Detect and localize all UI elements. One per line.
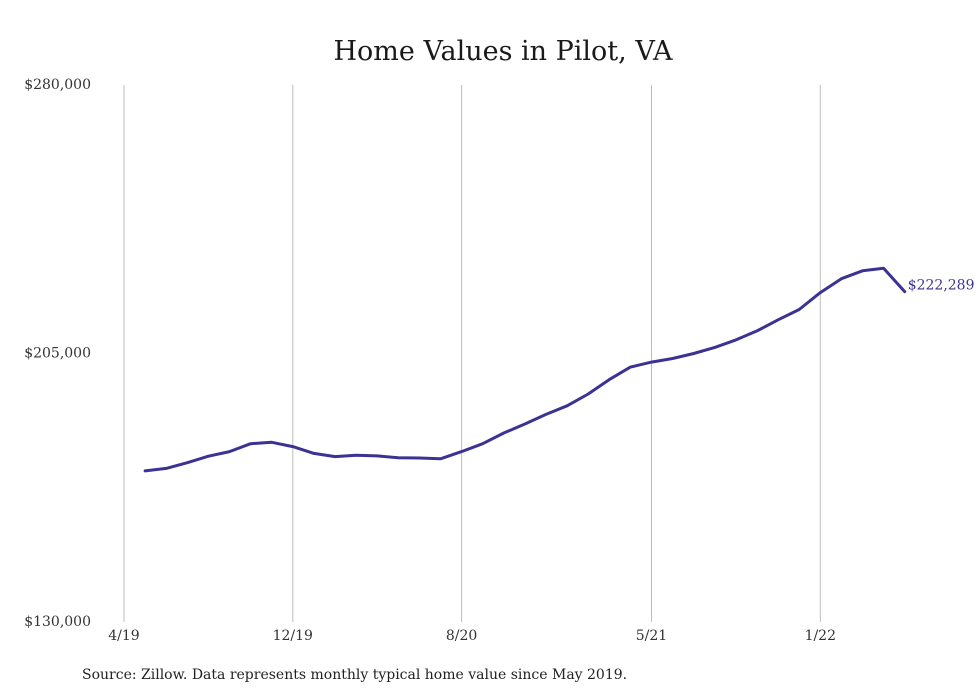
x-tick-label: 5/21 [636,628,667,644]
gridlines [123,85,821,622]
data-point [270,441,273,444]
data-point [882,267,885,270]
data-point [523,422,527,426]
data-point [228,450,231,453]
data-point [165,467,168,470]
source-note: Source: Zillow. Data represents monthly … [82,667,628,683]
y-axis-ticks: $280,000 $205,000 $130,000 [24,77,91,630]
x-axis-ticks: 4/19 12/19 8/20 5/21 1/22 [108,628,836,644]
data-point [903,290,906,293]
data-point [755,329,759,333]
y-tick-label: $280,000 [24,77,91,93]
y-tick-label: $205,000 [24,346,91,362]
data-point [249,442,252,445]
data-point [587,392,590,396]
chart-title: Home Values in Pilot, VA [333,36,673,67]
data-point [207,455,210,458]
data-point [502,431,505,435]
data-point [418,456,421,460]
x-tick-label: 12/19 [273,628,313,644]
series-line [143,266,907,473]
data-point [376,454,379,458]
data-point [544,413,548,416]
data-point [291,445,294,448]
data-point [565,404,569,407]
data-point [439,457,442,460]
data-point [397,456,400,459]
data-point [312,452,316,455]
x-tick-label: 4/19 [108,628,139,644]
data-point [734,338,738,342]
data-point [840,277,843,280]
data-point [819,291,822,294]
data-point [671,357,674,360]
data-point [354,453,358,457]
end-value-label: $222,289 [908,278,975,294]
data-point [460,450,463,453]
data-point [692,352,695,355]
x-tick-label: 8/20 [446,628,477,644]
data-point [608,378,611,381]
data-point [629,365,632,369]
data-point [798,308,801,311]
y-tick-label: $130,000 [24,614,91,630]
data-point [861,269,864,273]
data-point [333,455,337,458]
data-point [143,469,147,473]
data-point [776,318,780,322]
data-point [650,360,653,364]
x-tick-label: 1/22 [805,628,836,644]
series-points [143,267,906,473]
data-point [481,442,484,445]
data-point [186,461,189,464]
data-point [713,346,716,349]
